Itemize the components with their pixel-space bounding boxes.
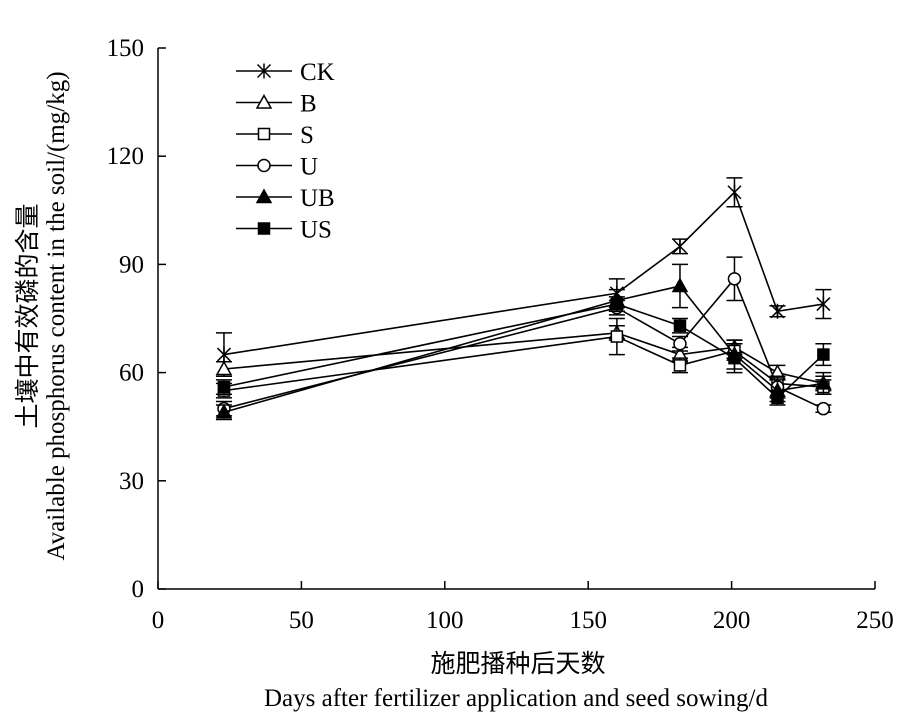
legend-label: S xyxy=(300,122,314,149)
y-axis-label-en: Available phosphorus content in the soil… xyxy=(43,71,70,560)
x-tick-label: 250 xyxy=(856,607,894,634)
legend-label: UB xyxy=(300,185,335,212)
data-point xyxy=(770,303,785,319)
series-u xyxy=(215,256,832,417)
legend-item-b: B xyxy=(236,91,317,118)
data-point xyxy=(217,380,231,394)
data-point xyxy=(673,319,687,332)
data-point xyxy=(727,272,742,286)
data-point xyxy=(816,401,831,416)
x-axis-label-en: Days after fertilizer application and se… xyxy=(264,685,768,712)
legend-label: US xyxy=(300,217,332,244)
legend-marker xyxy=(255,188,273,204)
data-point xyxy=(815,374,832,390)
y-tick-label: 60 xyxy=(119,360,144,387)
legend-marker xyxy=(255,93,273,109)
data-point xyxy=(672,238,688,254)
x-tick-label: 100 xyxy=(426,607,464,634)
series xyxy=(215,177,832,421)
y-tick-label: 0 xyxy=(132,576,145,603)
y-axis-label-cn: 土壤中有效磷的含量 xyxy=(14,203,42,428)
y-tick-label: 30 xyxy=(119,468,144,495)
legend-marker xyxy=(256,63,272,79)
data-point xyxy=(671,277,689,293)
axes xyxy=(157,47,876,590)
data-point xyxy=(216,347,231,363)
data-point xyxy=(727,184,742,200)
legend-marker xyxy=(257,127,271,141)
data-point xyxy=(673,336,687,351)
x-tick-label: 50 xyxy=(289,607,314,634)
data-point xyxy=(215,403,233,419)
tick-labels: 0 30 60 90 120 150 0 50 100 150 200 250 xyxy=(107,35,894,634)
x-tick-label: 200 xyxy=(713,607,751,634)
legend: CK BSU UB US xyxy=(236,59,335,244)
y-tick-label: 120 xyxy=(107,143,145,170)
legend-label: B xyxy=(300,91,317,118)
data-point xyxy=(816,296,831,312)
y-tick-label: 90 xyxy=(119,251,144,278)
legend-label: U xyxy=(300,154,318,181)
data-point xyxy=(610,330,624,343)
legend-item-s: S xyxy=(236,122,314,149)
legend-marker xyxy=(257,222,271,235)
legend-item-ub: UB xyxy=(236,185,335,212)
data-point xyxy=(771,391,784,405)
legend-item-u: U xyxy=(236,154,318,181)
data-point xyxy=(817,348,830,361)
x-tick-label: 0 xyxy=(152,607,165,634)
series-line xyxy=(223,335,824,392)
series-line xyxy=(223,190,824,356)
series-us xyxy=(215,296,832,406)
legend-item-ck: CK xyxy=(236,59,335,86)
data-point xyxy=(610,297,624,311)
legend-item-us: US xyxy=(236,217,332,244)
series-line xyxy=(223,285,824,414)
series-line xyxy=(223,332,824,385)
data-point xyxy=(215,360,233,376)
legend-marker xyxy=(257,158,271,173)
y-tick-label: 150 xyxy=(107,35,145,62)
data-point xyxy=(673,359,687,372)
x-axis-label-cn: 施肥播种后天数 xyxy=(430,650,605,678)
data-point xyxy=(728,351,741,365)
x-tick-label: 150 xyxy=(569,607,607,634)
legend-label: CK xyxy=(300,59,335,86)
